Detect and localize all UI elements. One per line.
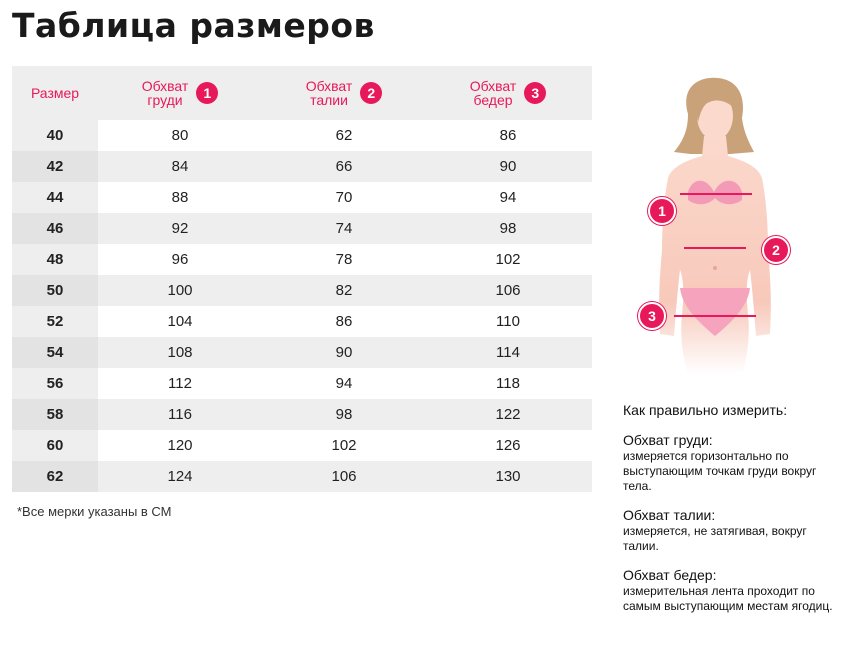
body-figure: 1 2 3 [630, 74, 790, 374]
chest-cell: 124 [167, 468, 193, 485]
table-row: 60 120 102 126 [12, 430, 592, 461]
how-to-heading: Как правильно измерить: [623, 402, 788, 418]
size-table: Размер Обхват груди 1 Обхват талии 2 Обх… [12, 66, 592, 492]
header-size-label: Размер [30, 85, 80, 101]
header-hips-line1: Обхват [469, 78, 517, 94]
table-row: 56 112 94 118 [12, 368, 592, 399]
waist-cell: 98 [335, 406, 353, 423]
table-row: 40 80 62 86 [12, 120, 592, 151]
size-cell: 52 [12, 306, 98, 337]
figure-badge-hips: 3 [638, 302, 666, 330]
header-waist-line2: талии [310, 92, 348, 108]
header-hips: Обхват бедер 3 [426, 79, 590, 107]
waist-cell: 94 [335, 375, 353, 392]
header-chest-line1: Обхват [141, 78, 189, 94]
waist-cell: 106 [331, 468, 357, 485]
waist-cell: 90 [335, 344, 353, 361]
table-row: 54 108 90 114 [12, 337, 592, 368]
header-waist: Обхват талии 2 [262, 79, 426, 107]
hips-cell: 126 [495, 437, 521, 454]
chest-cell: 84 [171, 158, 189, 175]
chest-cell: 80 [171, 127, 189, 144]
waist-cell: 62 [335, 127, 353, 144]
size-cell: 56 [12, 368, 98, 399]
size-cell: 54 [12, 337, 98, 368]
chest-cell: 104 [167, 313, 193, 330]
chest-title: Обхват груди: [623, 432, 713, 448]
hips-cell: 90 [499, 158, 517, 175]
hips-cell: 110 [496, 313, 520, 330]
hips-cell: 114 [496, 344, 520, 361]
page-title: Таблица размеров [12, 6, 375, 45]
size-cell: 46 [12, 213, 98, 244]
hips-cell: 102 [495, 251, 521, 268]
chest-cell: 88 [171, 189, 189, 206]
table-row: 50 100 82 106 [12, 275, 592, 306]
hips-title: Обхват бедер: [623, 567, 717, 583]
hips-cell: 130 [495, 468, 521, 485]
table-body: 40 80 62 86 42 84 66 90 44 88 70 94 46 92 74 98 48 96 78 10… [12, 120, 592, 492]
size-cell: 44 [12, 182, 98, 213]
size-cell: 60 [12, 430, 98, 461]
hips-cell: 86 [499, 127, 517, 144]
waist-cell: 70 [335, 189, 353, 206]
hips-cell: 118 [496, 375, 520, 392]
waist-cell: 102 [331, 437, 357, 454]
woman-figure-icon [659, 77, 771, 374]
chest-text: измеряется горизонтально по выступающим … [623, 449, 817, 493]
table-row: 48 96 78 102 [12, 244, 592, 275]
waist-cell: 82 [335, 282, 353, 299]
size-cell: 62 [12, 461, 98, 492]
table-row: 52 104 86 110 [12, 306, 592, 337]
hips-cell: 98 [499, 220, 517, 237]
size-cell: 48 [12, 244, 98, 275]
hips-text: измерительная лента проходит по самым вы… [623, 584, 833, 613]
table-row: 58 116 98 122 [12, 399, 592, 430]
hips-cell: 94 [499, 189, 517, 206]
header-waist-badge: 2 [360, 82, 383, 104]
header-chest-badge: 1 [196, 82, 219, 104]
header-size: Размер [12, 86, 98, 100]
chest-cell: 116 [168, 406, 192, 423]
waist-title: Обхват талии: [623, 507, 716, 523]
header-hips-badge: 3 [524, 82, 547, 104]
table-row: 62 124 106 130 [12, 461, 592, 492]
header-waist-line1: Обхват [305, 78, 353, 94]
chest-cell: 120 [167, 437, 193, 454]
size-cell: 42 [12, 151, 98, 182]
header-chest-line2: груди [147, 92, 183, 108]
waist-cell: 78 [335, 251, 353, 268]
table-row: 44 88 70 94 [12, 182, 592, 213]
hips-instructions: Обхват бедер: измерительная лента проход… [623, 567, 838, 614]
units-note: *Все мерки указаны в СМ [17, 504, 172, 519]
size-cell: 40 [12, 120, 98, 151]
hips-cell: 122 [495, 406, 521, 423]
table-header: Размер Обхват груди 1 Обхват талии 2 Обх… [12, 66, 592, 120]
chest-cell: 112 [168, 375, 192, 392]
header-chest: Обхват груди 1 [98, 79, 262, 107]
chest-instructions: Обхват груди: измеряется горизонтально п… [623, 432, 838, 494]
waist-instructions: Обхват талии: измеряется, не затягивая, … [623, 507, 838, 554]
header-hips-line2: бедер [473, 92, 513, 108]
chest-cell: 96 [171, 251, 189, 268]
waist-cell: 86 [335, 313, 353, 330]
waist-cell: 66 [335, 158, 353, 175]
size-cell: 58 [12, 399, 98, 430]
size-cell: 50 [12, 275, 98, 306]
figure-badge-waist: 2 [762, 236, 790, 264]
chest-cell: 100 [167, 282, 193, 299]
table-row: 42 84 66 90 [12, 151, 592, 182]
how-to-measure: Как правильно измерить: Обхват груди: из… [623, 402, 838, 627]
chest-cell: 92 [171, 220, 189, 237]
figure-badge-chest: 1 [648, 197, 676, 225]
waist-cell: 74 [335, 220, 353, 237]
table-row: 46 92 74 98 [12, 213, 592, 244]
chest-cell: 108 [167, 344, 193, 361]
hips-cell: 106 [495, 282, 521, 299]
waist-text: измеряется, не затягивая, вокруг талии. [623, 524, 807, 553]
